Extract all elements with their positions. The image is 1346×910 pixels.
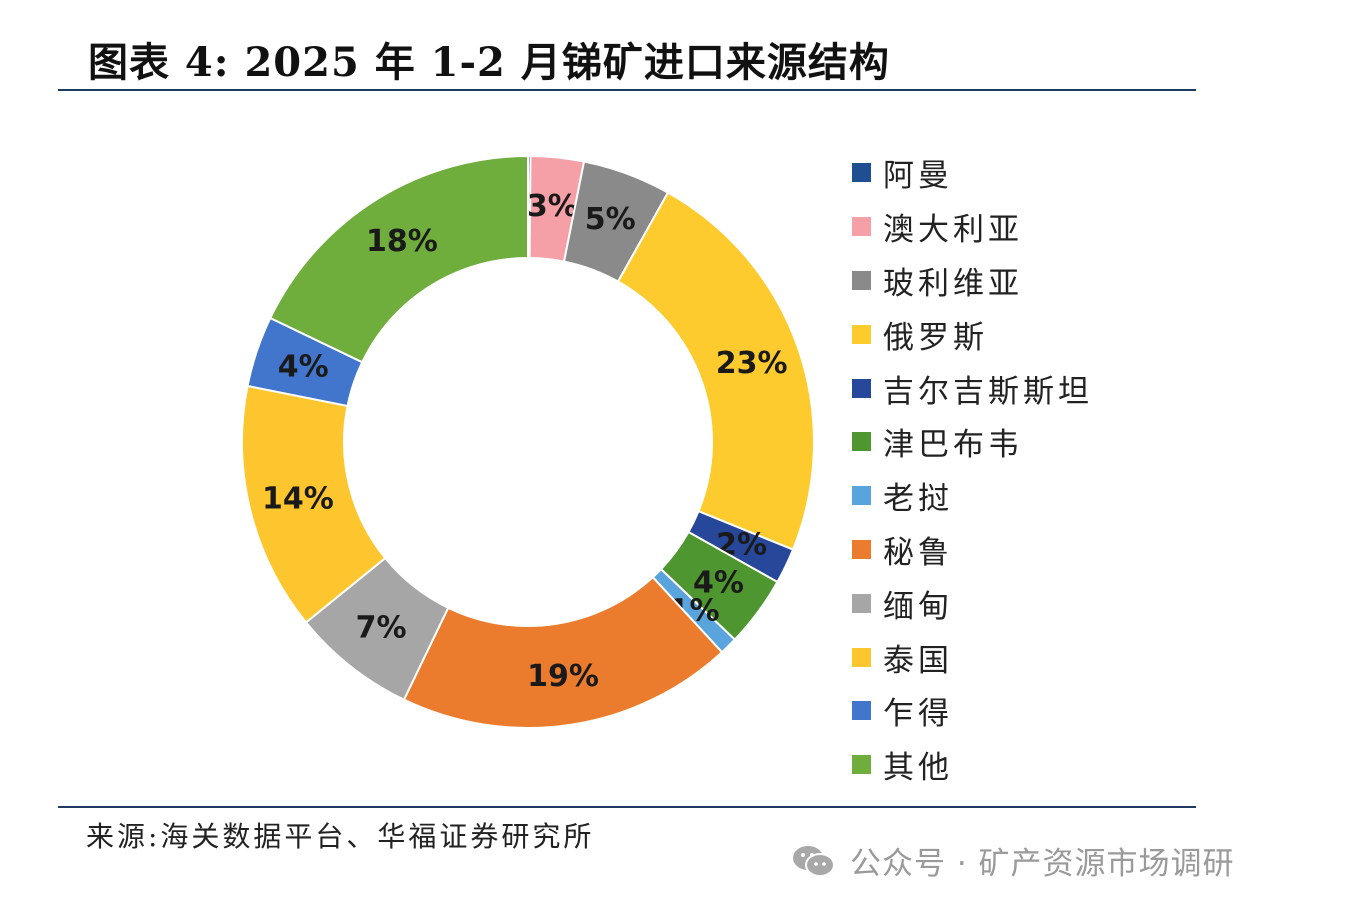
legend-swatch xyxy=(852,539,871,559)
legend-label: 玻利维亚 xyxy=(883,265,1023,302)
legend-label: 缅甸 xyxy=(883,588,953,625)
legend-item-5: 津巴布韦 xyxy=(852,415,1093,469)
legend-label: 秘鲁 xyxy=(883,534,953,571)
legend-item-1: 澳大利亚 xyxy=(852,200,1093,254)
legend-label: 阿曼 xyxy=(883,158,953,195)
chart-legend: 阿曼澳大利亚玻利维亚俄罗斯吉尔吉斯斯坦 津巴布韦老挝秘鲁缅甸泰国乍得其他 xyxy=(852,146,1093,792)
legend-swatch xyxy=(852,432,871,452)
legend-item-0: 阿曼 xyxy=(852,146,1093,200)
wechat-icon xyxy=(793,845,835,877)
legend-label: 俄罗斯 xyxy=(883,319,988,356)
legend-item-10: 乍得 xyxy=(852,684,1093,738)
legend-swatch xyxy=(852,593,871,613)
legend-label: 老挝 xyxy=(883,481,953,518)
slice-label-8: 7% xyxy=(356,610,407,645)
legend-swatch xyxy=(852,163,871,183)
legend-item-4: 吉尔吉斯斯坦 xyxy=(852,361,1093,415)
legend-item-8: 缅甸 xyxy=(852,576,1093,630)
slice-label-11: 18% xyxy=(366,224,438,259)
legend-item-9: 泰国 xyxy=(852,630,1093,684)
slice-label-3: 23% xyxy=(716,346,788,381)
slice-label-7: 19% xyxy=(527,659,599,694)
slice-7 xyxy=(402,575,724,729)
legend-label: 澳大利亚 xyxy=(883,212,1023,249)
source-note: 来源:海关数据平台、华福证券研究所 xyxy=(86,820,595,853)
legend-item-3: 俄罗斯 xyxy=(852,307,1093,361)
legend-swatch xyxy=(852,701,871,721)
legend-swatch xyxy=(852,217,871,237)
legend-swatch xyxy=(852,378,871,398)
slice-label-2: 5% xyxy=(585,202,636,237)
legend-swatch xyxy=(852,324,871,344)
slice-3 xyxy=(616,191,815,551)
slice-label-9: 14% xyxy=(262,481,334,516)
chart-title: 图表 4: 2025 年 1-2 月锑矿进口来源结构 xyxy=(88,39,890,86)
slice-11 xyxy=(268,154,529,364)
bottom-divider xyxy=(58,806,1196,808)
legend-item-11: 其他 xyxy=(852,738,1093,792)
watermark-text: 公众号 · 矿产资源市场调研 xyxy=(850,846,1235,882)
watermark: 公众号 · 矿产资源市场调研 xyxy=(790,838,1235,883)
legend-label: 乍得 xyxy=(883,696,953,733)
legend-swatch xyxy=(852,486,871,506)
legend-item-7: 秘鲁 xyxy=(852,523,1093,577)
legend-label: 津巴布韦 xyxy=(883,427,1023,464)
legend-label: 其他 xyxy=(883,750,953,787)
legend-item-6: 老挝 xyxy=(852,469,1093,523)
legend-item-2: 玻利维亚 xyxy=(852,254,1093,308)
legend-label: 泰国 xyxy=(883,642,953,679)
legend-swatch xyxy=(852,647,871,667)
legend-label: 吉尔吉斯斯坦 xyxy=(883,373,1093,410)
slice-label-5: 4% xyxy=(693,565,744,600)
slice-label-1: 3% xyxy=(527,189,578,224)
slice-label-10: 4% xyxy=(278,349,329,384)
legend-swatch xyxy=(852,755,871,775)
legend-swatch xyxy=(852,270,871,290)
top-divider xyxy=(58,89,1196,91)
